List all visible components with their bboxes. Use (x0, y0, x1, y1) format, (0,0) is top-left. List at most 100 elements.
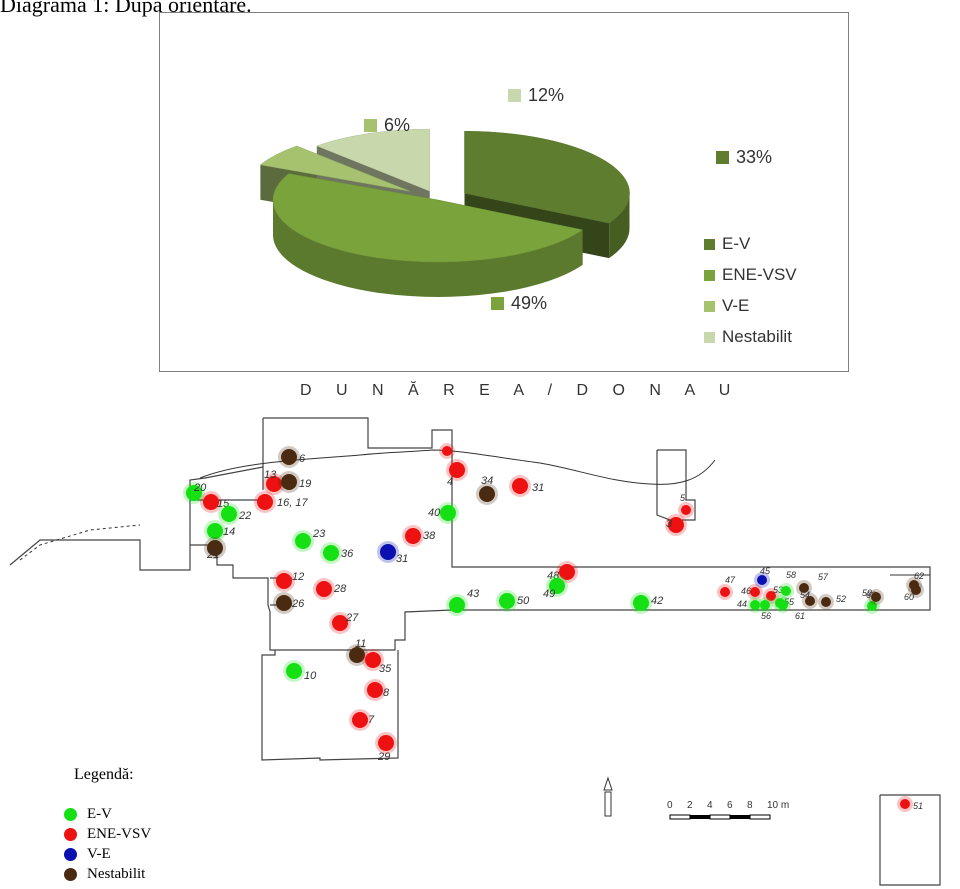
feature-marker-nestabilit (871, 592, 881, 602)
feature-marker-ene-vsv (367, 682, 383, 698)
feature-number: 40 (428, 507, 441, 519)
feature-marker-ene-vsv (668, 517, 684, 533)
scale-tick-label: 0 (667, 800, 673, 811)
feature-marker-e-v (549, 578, 565, 594)
feature-number: 19 (299, 478, 311, 490)
feature-marker-ene-vsv (266, 476, 282, 492)
feature-marker-e-v (499, 593, 515, 609)
feature-marker-ene-vsv (766, 591, 776, 601)
feature-number: 61 (795, 611, 805, 621)
feature-number: 36 (341, 548, 354, 560)
scale-tick-label: 8 (747, 800, 753, 811)
pie-data-labels: 33% 49% 6% 12% (364, 85, 772, 313)
feature-marker-ene-vsv (720, 587, 730, 597)
feature-number: 16, 17 (277, 497, 308, 509)
feature-number: 55 (784, 597, 795, 607)
feature-number: 52 (836, 594, 846, 604)
feature-number: 47 (725, 575, 736, 585)
pie-chart: 33% 49% 6% 12% E-V ENE-VSV V-E Nestabilit (259, 85, 797, 346)
data-label-swatch (508, 89, 521, 102)
feature-number: 21 (206, 549, 219, 561)
legend-title: Legendă: (74, 766, 134, 783)
feature-number: 31 (532, 482, 544, 494)
feature-marker-ene-vsv (365, 652, 381, 668)
data-label-swatch (716, 151, 729, 164)
feature-marker-ene-vsv (512, 478, 528, 494)
feature-marker-nestabilit (911, 585, 921, 595)
feature-marker-ene-vsv (276, 573, 292, 589)
feature-marker-ene-vsv (405, 528, 421, 544)
feature-number: 29 (377, 751, 390, 763)
feature-number: 10 (304, 670, 317, 682)
feature-number: 35 (379, 663, 392, 675)
feature-marker-e-v (449, 597, 465, 613)
feature-number: 13 (264, 469, 277, 481)
legend-entry: E-V (722, 234, 751, 253)
pie-slice-ene-vsv (272, 173, 584, 263)
feature-number: 60 (904, 592, 914, 602)
feature-marker-ene-vsv (352, 712, 368, 728)
feature-marker-e-v (760, 600, 770, 610)
feature-number: 54 (800, 590, 810, 600)
legend-item: E-V (64, 806, 112, 823)
data-label-swatch (491, 297, 504, 310)
feature-number: 26 (291, 598, 305, 610)
feature-marker-e-v (221, 506, 237, 522)
legend-label: ENE-VSV (87, 826, 152, 842)
feature-marker-ene-vsv (257, 494, 273, 510)
feature-number: 7 (368, 714, 375, 726)
legend-item: Nestabilit (64, 866, 145, 883)
legend-item: ENE-VSV (64, 826, 151, 843)
feature-marker-nestabilit (281, 474, 297, 490)
feature-marker-ene-vsv (681, 505, 691, 515)
feature-number: 5 (680, 493, 686, 503)
feature-marker-e-v (750, 600, 760, 610)
feature-number: 58 (786, 570, 796, 580)
feature-number: 42 (651, 595, 663, 607)
pie-tops (259, 128, 630, 263)
feature-number: 34 (481, 475, 493, 487)
legend-entry: Nestabilit (722, 327, 792, 346)
data-label: 6% (384, 115, 410, 135)
feature-number: 51 (913, 801, 923, 811)
feature-number: 20 (193, 482, 207, 494)
feature-number: 44 (737, 599, 747, 609)
feature-number: 50 (517, 595, 530, 607)
feature-number: 46 (741, 586, 751, 596)
feature-number: 59 (862, 588, 872, 598)
feature-marker-nestabilit (805, 596, 815, 606)
feature-number: 6 (299, 453, 306, 465)
pie-legend: E-V ENE-VSV V-E Nestabilit (704, 234, 797, 346)
feature-number: 31 (396, 553, 408, 565)
feature-marker-e-v (440, 505, 456, 521)
feature-marker-e-v (295, 533, 311, 549)
feature-number: 23 (312, 528, 326, 540)
data-label: 49% (511, 293, 547, 313)
legend-label: Nestabilit (87, 866, 146, 882)
feature-marker-e-v (778, 600, 788, 610)
scale-tick-label: 10 m (767, 800, 789, 811)
feature-marker-ene-vsv (378, 735, 394, 751)
data-label: 12% (528, 85, 564, 105)
legend-label: E-V (87, 806, 112, 822)
pie-slice-side (273, 200, 583, 297)
pie-slice-side (609, 193, 630, 259)
feature-marker-nestabilit (349, 647, 365, 663)
pie-slice-v-e (259, 145, 410, 192)
scale-bar (669, 814, 771, 820)
legend-label: V-E (87, 846, 111, 862)
feature-number: 45 (760, 566, 771, 576)
feature-marker-ene-vsv (203, 494, 219, 510)
legend-entry: ENE-VSV (722, 265, 797, 284)
feature-marker-ene-vsv (316, 581, 332, 597)
legend-dot-icon (64, 848, 77, 861)
pie-slice-e-v (464, 131, 630, 224)
feature-marker-ene-vsv (900, 799, 910, 809)
feature-marker-e-v (633, 595, 649, 611)
feature-number: 56 (761, 611, 771, 621)
feature-number: 22 (238, 510, 251, 522)
feature-marker-nestabilit (281, 449, 297, 465)
plan-outlines (9, 417, 941, 886)
legend-dot-icon (64, 868, 77, 881)
feature-number: 8 (383, 687, 390, 699)
